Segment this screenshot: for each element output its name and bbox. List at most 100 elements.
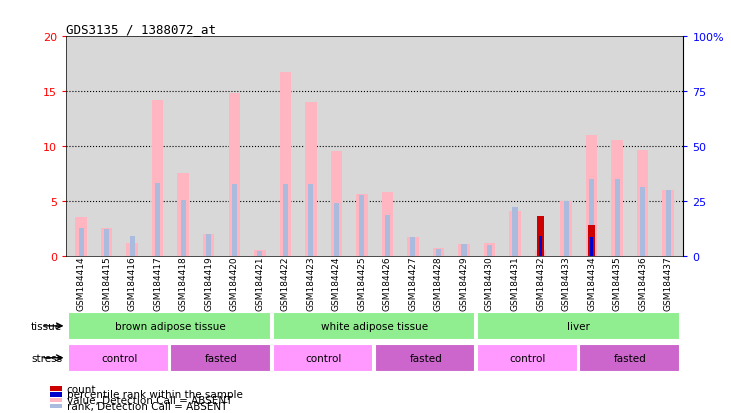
Bar — [611, 141, 623, 256]
Text: GSM184429: GSM184429 — [460, 256, 469, 311]
Text: liver: liver — [567, 321, 590, 331]
Text: GSM184423: GSM184423 — [306, 256, 315, 311]
Bar — [273, 312, 475, 340]
Bar — [206, 234, 211, 256]
Text: GSM184430: GSM184430 — [485, 256, 494, 311]
Bar — [477, 344, 577, 372]
Bar — [104, 230, 109, 256]
Text: count: count — [67, 384, 96, 394]
Bar — [232, 185, 237, 256]
Bar — [588, 225, 595, 256]
Bar — [75, 218, 87, 256]
Text: GSM184434: GSM184434 — [587, 256, 596, 311]
Bar — [308, 185, 314, 256]
Bar — [78, 229, 83, 256]
Text: GSM184428: GSM184428 — [434, 256, 443, 311]
Text: GSM184419: GSM184419 — [204, 256, 213, 311]
Bar — [407, 237, 419, 256]
Text: GSM184431: GSM184431 — [510, 256, 520, 311]
Bar — [283, 185, 288, 256]
Text: percentile rank within the sample: percentile rank within the sample — [67, 389, 243, 399]
Bar — [537, 217, 544, 256]
Bar — [68, 344, 169, 372]
Bar — [330, 152, 342, 256]
Text: control: control — [306, 353, 342, 363]
Bar — [666, 190, 671, 256]
Bar — [50, 398, 62, 403]
Bar — [178, 174, 189, 256]
Bar — [229, 94, 240, 256]
Bar — [538, 251, 543, 256]
Bar — [535, 251, 546, 256]
Bar — [50, 404, 62, 408]
Text: GSM184420: GSM184420 — [230, 256, 239, 311]
Bar — [385, 216, 390, 256]
Bar — [461, 244, 466, 256]
Bar — [129, 236, 135, 256]
Bar — [615, 179, 620, 256]
Text: fasted: fasted — [205, 353, 238, 363]
Bar — [410, 237, 415, 256]
Text: white adipose tissue: white adipose tissue — [321, 321, 428, 331]
Bar — [356, 195, 368, 256]
Bar — [564, 201, 569, 256]
Bar — [68, 312, 271, 340]
Bar — [561, 201, 572, 256]
Bar — [579, 344, 680, 372]
Bar — [181, 200, 186, 256]
Bar — [539, 237, 542, 256]
Text: rank, Detection Call = ABSENT: rank, Detection Call = ABSENT — [67, 401, 227, 411]
Text: GSM184417: GSM184417 — [154, 256, 162, 311]
Bar — [101, 229, 113, 256]
Text: value, Detection Call = ABSENT: value, Detection Call = ABSENT — [67, 395, 232, 405]
Text: control: control — [510, 353, 546, 363]
Text: fasted: fasted — [409, 353, 442, 363]
Text: GSM184416: GSM184416 — [128, 256, 137, 311]
Bar — [273, 344, 374, 372]
Bar — [433, 248, 444, 256]
Bar — [637, 151, 648, 256]
Text: GSM184435: GSM184435 — [613, 256, 621, 311]
Bar — [50, 386, 62, 391]
Text: GSM184422: GSM184422 — [281, 256, 289, 311]
Bar — [279, 73, 291, 256]
Bar — [126, 243, 138, 256]
Text: GDS3135 / 1388072_at: GDS3135 / 1388072_at — [66, 23, 216, 36]
Bar — [484, 243, 495, 256]
Text: stress: stress — [31, 353, 62, 363]
Bar — [487, 245, 492, 256]
Bar — [589, 179, 594, 256]
Bar — [458, 244, 470, 256]
Bar — [512, 208, 518, 256]
Bar — [510, 211, 520, 256]
Bar — [170, 344, 271, 372]
Bar — [50, 392, 62, 397]
Bar — [254, 251, 265, 256]
Text: GSM184425: GSM184425 — [357, 256, 366, 311]
Text: GSM184414: GSM184414 — [77, 256, 86, 311]
Text: GSM184418: GSM184418 — [178, 256, 188, 311]
Bar — [640, 187, 645, 256]
Text: GSM184427: GSM184427 — [409, 256, 417, 311]
Bar — [590, 237, 593, 256]
Text: GSM184432: GSM184432 — [536, 256, 545, 311]
Text: GSM184424: GSM184424 — [332, 256, 341, 311]
Bar — [382, 192, 393, 256]
Text: GSM184421: GSM184421 — [255, 256, 265, 311]
Bar — [152, 101, 164, 256]
Bar — [360, 196, 365, 256]
Text: GSM184437: GSM184437 — [664, 256, 673, 311]
Text: tissue: tissue — [31, 321, 62, 331]
Text: GSM184436: GSM184436 — [638, 256, 647, 311]
Bar — [374, 344, 475, 372]
Bar — [305, 103, 317, 256]
Text: GSM184433: GSM184433 — [561, 256, 571, 311]
Bar — [436, 249, 441, 256]
Bar — [203, 234, 214, 256]
Text: control: control — [101, 353, 137, 363]
Bar — [155, 184, 160, 256]
Bar — [477, 312, 680, 340]
Text: brown adipose tissue: brown adipose tissue — [115, 321, 226, 331]
Text: GSM184415: GSM184415 — [102, 256, 111, 311]
Text: fasted: fasted — [613, 353, 646, 363]
